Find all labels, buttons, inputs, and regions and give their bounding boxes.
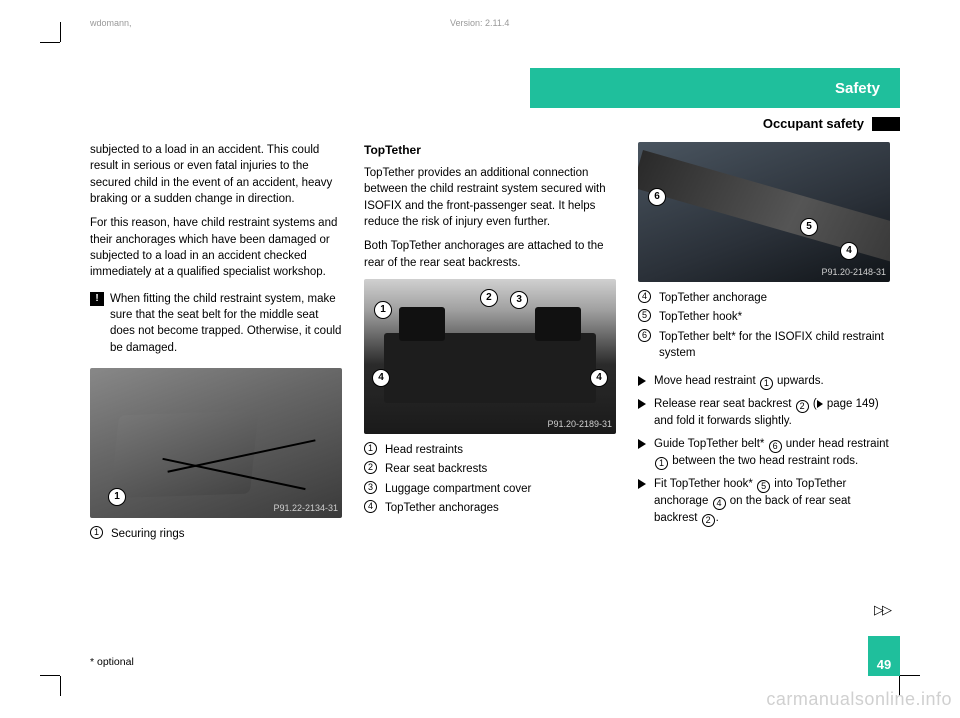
- legend-number: 5: [638, 309, 651, 322]
- instruction-text: Guide TopTether belt* 6 under head restr…: [654, 436, 890, 470]
- legend-text: TopTether belt* for the ISOFIX child res…: [659, 329, 890, 362]
- instruction-text: Fit TopTether hook* 5 into TopTether anc…: [654, 476, 890, 527]
- chapter-header: Safety: [530, 68, 900, 108]
- legend-number: 1: [364, 442, 377, 455]
- ref-number: 6: [769, 440, 782, 453]
- figure-legend: 1 Head restraints 2 Rear seat backrests 3L…: [364, 442, 616, 516]
- instruction-text: Release rear seat backrest 2 ( page 149)…: [654, 396, 890, 429]
- legend-number: 6: [638, 329, 651, 342]
- body-text: For this reason, have child restraint sy…: [90, 215, 342, 280]
- callout-marker: 4: [840, 242, 858, 260]
- legend-text: Head restraints: [385, 442, 463, 458]
- meta-version: Version: 2.11.4: [450, 18, 509, 28]
- section-marker: [872, 117, 900, 131]
- figure-code: P91.22-2134-31: [273, 502, 338, 515]
- figure-toptether-anchorages: 1 2 3 4 4 P91.20-2189-31: [364, 279, 616, 434]
- legend-text: TopTether anchorage: [659, 290, 767, 306]
- chapter-title: Safety: [835, 80, 880, 97]
- crop-mark: [900, 675, 920, 676]
- column-2: TopTether TopTether provides an addition…: [364, 142, 616, 545]
- callout-marker: 1: [108, 488, 126, 506]
- page-ref-icon: [817, 400, 823, 408]
- column-3: 6 5 4 P91.20-2148-31 4 TopTether anchorag…: [638, 142, 890, 545]
- warning-icon: !: [90, 292, 104, 306]
- legend-number: 3: [364, 481, 377, 494]
- section-title: Occupant safety: [763, 116, 864, 131]
- legend-number: 1: [90, 526, 103, 539]
- legend-text: Rear seat backrests: [385, 461, 487, 477]
- legend-number: 2: [364, 461, 377, 474]
- crop-mark: [60, 676, 61, 696]
- legend-text: TopTether hook*: [659, 309, 742, 325]
- warning-text: When fitting the child restraint system,…: [110, 291, 342, 356]
- page-number: 49: [868, 636, 900, 676]
- legend-text: Securing rings: [111, 526, 185, 542]
- bullet-icon: [638, 399, 646, 409]
- legend-text: Luggage compartment cover: [385, 481, 531, 497]
- legend-number: 4: [364, 500, 377, 513]
- figure-securing-rings: 1 P91.22-2134-31: [90, 368, 342, 518]
- legend-number: 4: [638, 290, 651, 303]
- footnote-optional: * optional: [90, 656, 134, 668]
- instruction-step: Fit TopTether hook* 5 into TopTether anc…: [638, 476, 890, 527]
- legend-text: TopTether anchorages: [385, 500, 499, 516]
- ref-number: 2: [796, 400, 809, 413]
- callout-marker: 4: [372, 369, 390, 387]
- column-1: subjected to a load in an accident. This…: [90, 142, 342, 545]
- bullet-icon: [638, 479, 646, 489]
- section-header: Occupant safety: [530, 116, 900, 131]
- ref-number: 5: [757, 480, 770, 493]
- instruction-step: Release rear seat backrest 2 ( page 149)…: [638, 396, 890, 429]
- watermark: carmanualsonline.info: [766, 689, 952, 710]
- instruction-step: Move head restraint 1 upwards.: [638, 373, 890, 390]
- callout-marker: 3: [510, 291, 528, 309]
- body-text: subjected to a load in an accident. This…: [90, 142, 342, 207]
- ref-number: 2: [702, 514, 715, 527]
- callout-marker: 6: [648, 188, 666, 206]
- callout-marker: 4: [590, 369, 608, 387]
- crop-mark: [40, 42, 60, 43]
- instruction-text: Move head restraint 1 upwards.: [654, 373, 824, 390]
- figure-toptether-belt: 6 5 4 P91.20-2148-31: [638, 142, 890, 282]
- instruction-step: Guide TopTether belt* 6 under head restr…: [638, 436, 890, 470]
- callout-marker: 5: [800, 218, 818, 236]
- body-text: Both TopTether anchorages are attached t…: [364, 238, 616, 271]
- figure-code: P91.20-2148-31: [821, 266, 886, 279]
- ref-number: 1: [655, 457, 668, 470]
- crop-mark: [60, 22, 61, 42]
- figure-legend: 4 TopTether anchorage 5 TopTether hook* 6T…: [638, 290, 890, 361]
- figure-legend: 1 Securing rings: [90, 526, 342, 542]
- ref-number: 1: [760, 377, 773, 390]
- heading: TopTether: [364, 142, 616, 159]
- ref-number: 4: [713, 497, 726, 510]
- bullet-icon: [638, 439, 646, 449]
- callout-marker: 2: [480, 289, 498, 307]
- bullet-icon: [638, 376, 646, 386]
- meta-author: wdomann,: [90, 18, 132, 28]
- body-text: TopTether provides an additional connect…: [364, 165, 616, 230]
- figure-code: P91.20-2189-31: [547, 418, 612, 431]
- crop-mark: [40, 675, 60, 676]
- callout-marker: 1: [374, 301, 392, 319]
- continue-icon: ▷▷: [874, 602, 890, 618]
- content-area: subjected to a load in an accident. This…: [90, 142, 890, 545]
